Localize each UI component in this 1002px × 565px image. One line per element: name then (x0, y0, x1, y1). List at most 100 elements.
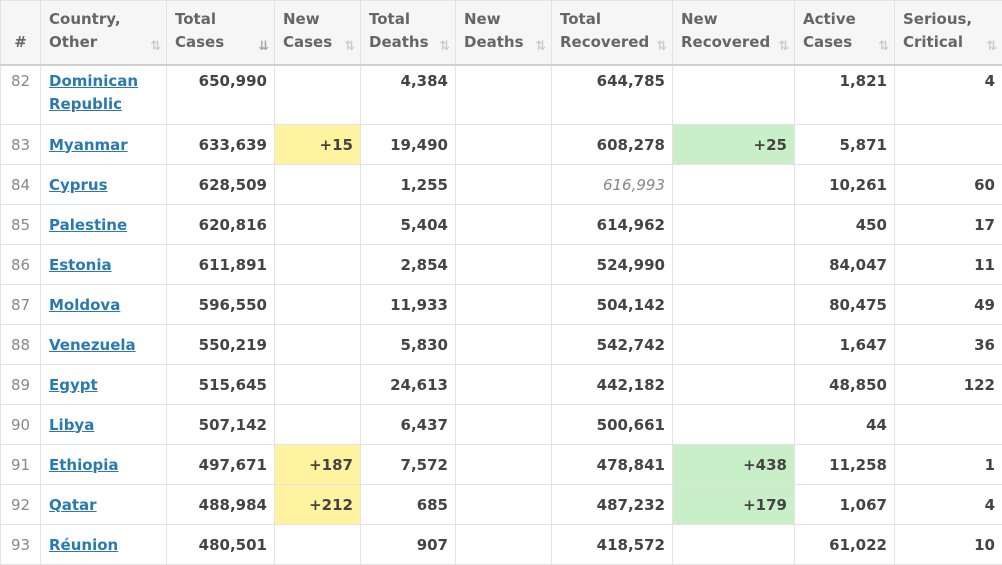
country-link[interactable]: Ethiopia (49, 456, 119, 474)
serious-critical-cell: 4 (895, 65, 1002, 125)
country-link[interactable]: Myanmar (49, 136, 128, 154)
total-recovered-cell: 487,232 (552, 485, 673, 525)
country-cell: Myanmar (41, 125, 167, 165)
country-link[interactable]: Dominican Republic (49, 72, 138, 113)
header-serious-critical[interactable]: Serious,Critical ⇅ (895, 1, 1002, 65)
header-total-deaths-line2: Deaths (369, 33, 429, 51)
header-new-cases-line1: New (283, 10, 320, 28)
active-cases-cell: 44 (795, 405, 895, 445)
new-cases-cell (275, 205, 361, 245)
total-deaths-cell: 11,933 (361, 285, 456, 325)
sort-icon[interactable]: ⇅ (535, 40, 546, 53)
table-row: 91 Ethiopia 497,671 +187 7,572 478,841 +… (1, 445, 1002, 485)
country-cell: Qatar (41, 485, 167, 525)
total-deaths-cell: 2,854 (361, 245, 456, 285)
country-link[interactable]: Libya (49, 416, 94, 434)
country-cell: Cyprus (41, 165, 167, 205)
country-cell: Moldova (41, 285, 167, 325)
new-recovered-cell (673, 65, 795, 125)
new-recovered-cell: +25 (673, 125, 795, 165)
country-link[interactable]: Cyprus (49, 176, 108, 194)
sort-icon[interactable]: ⇅ (344, 40, 355, 53)
new-deaths-cell (456, 125, 552, 165)
total-deaths-cell: 5,830 (361, 325, 456, 365)
country-link[interactable]: Moldova (49, 296, 120, 314)
header-serious-critical-line2: Critical (903, 33, 963, 51)
total-cases-cell: 507,142 (167, 405, 275, 445)
active-cases-cell: 48,850 (795, 365, 895, 405)
serious-critical-cell: 49 (895, 285, 1002, 325)
header-total-recovered[interactable]: Total Recovered ⇅ (552, 1, 673, 65)
new-cases-cell (275, 285, 361, 325)
country-cell: Réunion (41, 525, 167, 565)
active-cases-cell: 61,022 (795, 525, 895, 565)
total-recovered-cell: 504,142 (552, 285, 673, 325)
total-recovered-cell: 614,962 (552, 205, 673, 245)
new-recovered-cell (673, 365, 795, 405)
country-link[interactable]: Venezuela (49, 336, 136, 354)
new-recovered-cell (673, 205, 795, 245)
table-row: 90 Libya 507,142 6,437 500,661 44 (1, 405, 1002, 445)
total-cases-cell: 596,550 (167, 285, 275, 325)
country-link[interactable]: Palestine (49, 216, 127, 234)
country-link[interactable]: Qatar (49, 496, 97, 514)
sort-icon[interactable]: ⇅ (778, 40, 789, 53)
total-recovered-cell: 418,572 (552, 525, 673, 565)
sort-icon[interactable]: ⇅ (656, 40, 667, 53)
rank-cell: 93 (1, 525, 41, 565)
sort-icon[interactable]: ⇅ (986, 40, 997, 53)
serious-critical-cell (895, 125, 1002, 165)
new-recovered-cell (673, 285, 795, 325)
country-link[interactable]: Estonia (49, 256, 112, 274)
header-total-cases-line2: Cases (175, 33, 224, 51)
rank-cell: 83 (1, 125, 41, 165)
new-recovered-cell (673, 245, 795, 285)
sort-icon[interactable]: ⇅ (439, 40, 450, 53)
table-row: 82 Dominican Republic 650,990 4,384 644,… (1, 65, 1002, 125)
new-deaths-cell (456, 525, 552, 565)
header-total-recovered-line2: Recovered (560, 33, 649, 51)
new-deaths-cell (456, 405, 552, 445)
rank-cell: 87 (1, 285, 41, 325)
header-rank[interactable]: # (1, 1, 41, 65)
active-cases-cell: 10,261 (795, 165, 895, 205)
serious-critical-cell: 10 (895, 525, 1002, 565)
country-cell: Palestine (41, 205, 167, 245)
rank-cell: 90 (1, 405, 41, 445)
rank-cell: 86 (1, 245, 41, 285)
country-link[interactable]: Egypt (49, 376, 98, 394)
active-cases-cell: 450 (795, 205, 895, 245)
rank-cell: 89 (1, 365, 41, 405)
sort-icon[interactable]: ⇅ (878, 40, 889, 53)
new-deaths-cell (456, 205, 552, 245)
header-active-cases-line2: Cases (803, 33, 852, 51)
country-link[interactable]: Réunion (49, 536, 118, 554)
new-deaths-cell (456, 325, 552, 365)
country-cell: Libya (41, 405, 167, 445)
total-deaths-cell: 6,437 (361, 405, 456, 445)
total-deaths-cell: 685 (361, 485, 456, 525)
sort-icon[interactable]: ⇅ (150, 40, 161, 53)
new-recovered-cell (673, 165, 795, 205)
header-country[interactable]: Country,Other ⇅ (41, 1, 167, 65)
country-cell: Venezuela (41, 325, 167, 365)
active-cases-cell: 1,067 (795, 485, 895, 525)
total-deaths-cell: 4,384 (361, 65, 456, 125)
sort-active-icon[interactable]: ⇊ (258, 40, 269, 53)
new-deaths-cell (456, 165, 552, 205)
total-recovered-cell: 500,661 (552, 405, 673, 445)
new-recovered-cell: +438 (673, 445, 795, 485)
total-cases-cell: 515,645 (167, 365, 275, 405)
table-row: 85 Palestine 620,816 5,404 614,962 450 1… (1, 205, 1002, 245)
header-total-recovered-line1: Total (560, 10, 601, 28)
table-row: 93 Réunion 480,501 907 418,572 61,022 10 (1, 525, 1002, 565)
total-deaths-cell: 5,404 (361, 205, 456, 245)
